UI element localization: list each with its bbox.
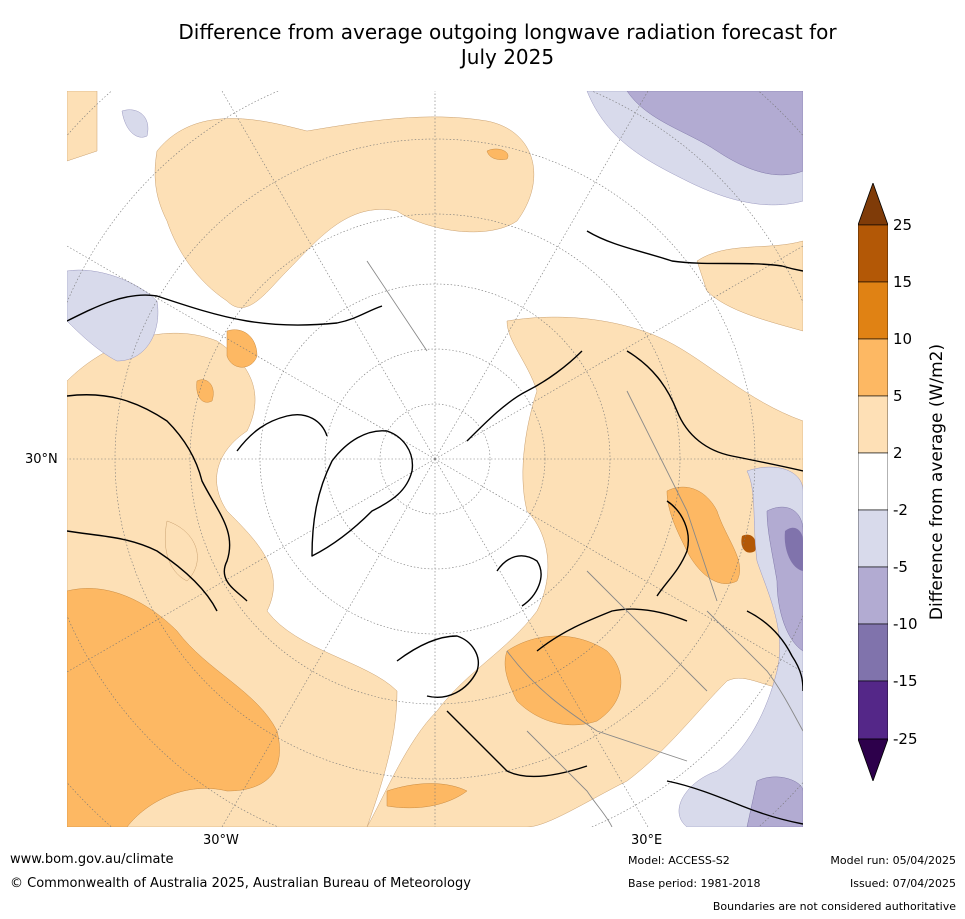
colorbar-tick: 10 bbox=[893, 330, 913, 348]
colorbar-over-arrow bbox=[858, 183, 888, 226]
colorbar-title: Difference from average (W/m2) bbox=[927, 343, 947, 621]
colorbar-tick: -5 bbox=[893, 558, 908, 576]
polar-map bbox=[67, 91, 803, 827]
colorbar-tick: -25 bbox=[893, 730, 918, 748]
website-link[interactable]: www.bom.gov.au/climate bbox=[10, 852, 174, 867]
map-svg bbox=[67, 91, 803, 827]
coastlines bbox=[67, 230, 803, 825]
lat-label-30n: 30°N bbox=[25, 452, 58, 467]
colorbar-tick: -10 bbox=[893, 615, 918, 633]
colorbar-tick: 2 bbox=[893, 444, 903, 462]
model-text: Model: ACCESS-S2 bbox=[628, 854, 730, 867]
copyright-text: © Commonwealth of Australia 2025, Austra… bbox=[10, 876, 471, 891]
colorbar-tick: -15 bbox=[893, 672, 918, 690]
graticule bbox=[67, 91, 803, 827]
borders bbox=[366, 260, 803, 827]
issued-text: Issued: 07/04/2025 bbox=[849, 877, 956, 890]
colorbar bbox=[858, 183, 888, 781]
map-title: Difference from average outgoing longwav… bbox=[150, 20, 865, 70]
colorbar-tick: 15 bbox=[893, 273, 913, 291]
title-line-1: Difference from average outgoing longwav… bbox=[178, 20, 837, 44]
colorbar-under-arrow bbox=[858, 738, 888, 781]
colorbar-tick: 5 bbox=[893, 387, 903, 405]
model-run-text: Model run: 05/04/2025 bbox=[830, 854, 956, 867]
anomaly-dark-purple bbox=[784, 527, 803, 571]
lon-label-30w: 30°W bbox=[203, 833, 239, 848]
base-period-text: Base period: 1981-2018 bbox=[628, 877, 761, 890]
colorbar-tick: -2 bbox=[893, 501, 908, 519]
title-line-2: July 2025 bbox=[460, 45, 555, 69]
colorbar-tick: 25 bbox=[893, 216, 913, 234]
lon-label-30e: 30°E bbox=[631, 833, 663, 848]
boundaries-disclaimer: Boundaries are not considered authoritat… bbox=[712, 900, 956, 913]
colorbar-bins bbox=[858, 224, 888, 740]
